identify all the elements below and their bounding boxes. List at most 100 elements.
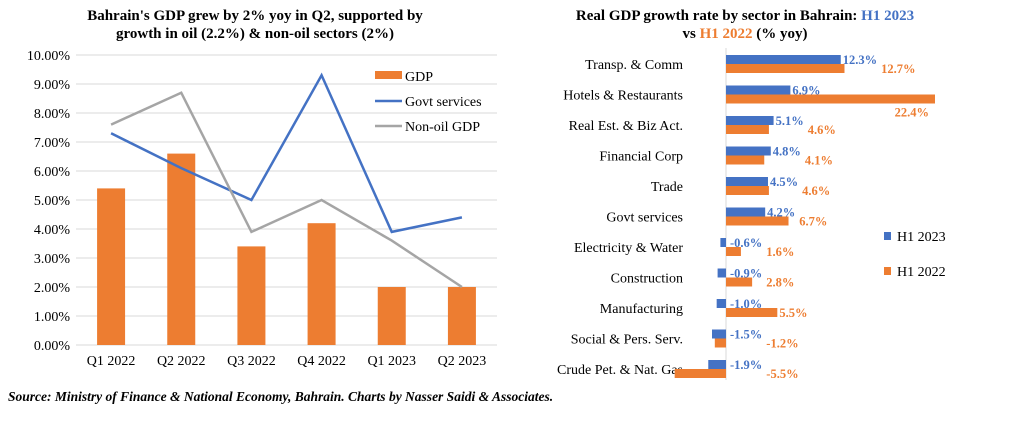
bar-gdp [377, 287, 406, 345]
data-label: 4.2% [767, 206, 795, 220]
bar-h1-2022 [726, 155, 765, 165]
legend-label: H1 2022 [897, 265, 946, 280]
y-tick-label: 4.00% [34, 223, 71, 238]
y-tick-label: 8.00% [34, 107, 71, 122]
x-tick-label: Q4 2022 [297, 354, 346, 369]
title-text: vs [682, 26, 699, 42]
legend-label: Non-oil GDP [405, 120, 480, 135]
y-tick-label: 10.00% [27, 49, 71, 64]
title-text: Real GDP growth rate by sector in Bahrai… [576, 8, 861, 24]
chart-title: Bahrain's GDP grew by 2% yoy in Q2, supp… [87, 8, 423, 24]
bar-h1-2023 [726, 85, 791, 95]
bar-gdp [307, 223, 336, 345]
data-label: 12.3% [843, 53, 877, 67]
bar-h1-2023 [726, 146, 771, 156]
y-tick-label: 5.00% [34, 194, 71, 209]
legend-swatch [375, 71, 402, 79]
bar-h1-2023 [712, 329, 726, 339]
x-tick-label: Q3 2022 [227, 354, 276, 369]
category-label: Manufacturing [600, 302, 683, 317]
line-govt-services [110, 72, 463, 234]
bar-h1-2023 [726, 207, 766, 217]
category-label: Financial Corp [599, 150, 683, 165]
bar-h1-2023 [726, 55, 841, 64]
category-label: Trade [651, 180, 683, 195]
data-label: 4.1% [805, 154, 833, 168]
category-label: Crude Pet. & Nat. Gas [557, 363, 683, 378]
bar-h1-2023 [716, 299, 726, 308]
bar-h1-2022 [714, 338, 726, 348]
bar-h1-2022 [726, 247, 741, 256]
data-label: 22.4% [895, 106, 929, 120]
data-label: -0.9% [730, 267, 762, 281]
data-label: 4.8% [773, 145, 801, 159]
title-h1-2022: H1 2022 [700, 26, 753, 42]
legend-label: GDP [405, 70, 433, 85]
category-label: Govt services [606, 211, 683, 226]
title-h1-2023: H1 2023 [861, 8, 914, 24]
bar-h1-2022 [674, 369, 726, 378]
bar-gdp [447, 287, 476, 345]
chart-title: vs H1 2022 (% yoy) [682, 26, 807, 42]
line-non-oil-gdp [110, 91, 463, 289]
x-tick-label: Q2 2023 [438, 354, 487, 369]
data-label: 1.6% [766, 245, 794, 259]
bar-h1-2022 [726, 308, 778, 317]
x-tick-label: Q2 2022 [157, 354, 206, 369]
y-tick-label: 6.00% [34, 165, 71, 180]
data-label: -1.0% [730, 297, 762, 311]
y-tick-label: 2.00% [34, 281, 71, 296]
y-tick-label: 7.00% [34, 136, 71, 151]
y-tick-label: 0.00% [34, 339, 71, 354]
y-tick-label: 1.00% [34, 310, 71, 325]
x-tick-label: Q1 2022 [87, 354, 136, 369]
bar-h1-2023 [717, 268, 726, 278]
legend-swatch [884, 267, 891, 275]
data-label: 6.9% [792, 84, 820, 98]
legend-swatch [884, 232, 891, 240]
y-tick-label: 3.00% [34, 252, 71, 267]
data-label: 4.5% [770, 175, 798, 189]
category-label: Social & Pers. Serv. [571, 333, 683, 348]
bar-gdp [167, 153, 196, 345]
data-label: 2.8% [766, 276, 794, 290]
category-label: Hotels & Restaurants [563, 89, 683, 104]
data-label: -1.2% [766, 337, 798, 351]
data-label: 4.6% [802, 184, 830, 198]
bar-h1-2023 [720, 238, 726, 247]
bar-h1-2022 [726, 216, 789, 226]
source-note: Source: Ministry of Finance & National E… [8, 389, 554, 404]
data-label: 5.1% [776, 114, 804, 128]
data-label: -1.9% [730, 358, 762, 372]
bar-gdp [237, 246, 266, 345]
category-label: Construction [611, 272, 683, 287]
data-label: -0.6% [730, 236, 762, 250]
y-tick-label: 9.00% [34, 78, 71, 93]
legend-label: Govt services [405, 95, 482, 110]
legend-label: H1 2023 [897, 230, 946, 245]
data-label: 5.5% [779, 306, 807, 320]
bar-gdp [97, 188, 126, 345]
bar-h1-2023 [726, 116, 774, 125]
bar-h1-2022 [726, 64, 845, 73]
category-label: Electricity & Water [574, 241, 683, 256]
bar-h1-2023 [726, 177, 768, 186]
chart-title: growth in oil (2.2%) & non-oil sectors (… [116, 26, 394, 42]
data-label: -5.5% [766, 367, 798, 381]
category-label: Real Est. & Biz Act. [569, 119, 683, 134]
bar-h1-2022 [726, 125, 769, 134]
data-label: 6.7% [799, 215, 827, 229]
chart-title: Real GDP growth rate by sector in Bahrai… [576, 8, 914, 24]
data-label: 4.6% [808, 123, 836, 137]
bar-h1-2022 [726, 186, 769, 195]
title-text: (% yoy) [753, 26, 808, 42]
bar-h1-2022 [726, 277, 753, 287]
data-label: -1.5% [730, 328, 762, 342]
bar-h1-2022 [726, 94, 935, 104]
x-tick-label: Q1 2023 [367, 354, 416, 369]
category-label: Transp. & Comm [585, 58, 683, 73]
data-label: 12.7% [881, 62, 915, 76]
bar-h1-2023 [708, 360, 726, 369]
